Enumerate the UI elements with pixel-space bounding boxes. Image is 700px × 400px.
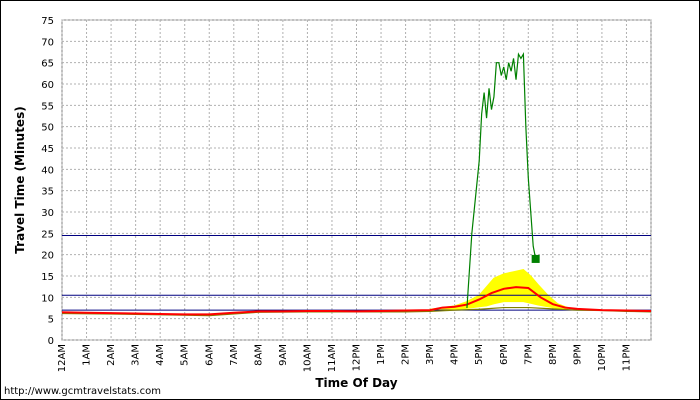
source-credit: http://www.gcmtravelstats.com <box>4 386 161 397</box>
y-tick-label: 5 <box>48 315 54 326</box>
x-tick-labels: 12AM 1AM 2AM 3AM 4AM 5AM 6AM 7AM 8AM 9AM 10AM 11AM 1… <box>57 344 632 372</box>
x-tick-label: 2PM <box>401 344 412 365</box>
x-tick-label: 12AM <box>57 344 68 372</box>
x-tick-label: 6PM <box>499 344 510 365</box>
y-axis-title: Travel Time (Minutes) <box>13 106 27 253</box>
x-tick-label: 10AM <box>302 344 313 372</box>
y-tick-label: 75 <box>41 16 54 27</box>
x-tick-label: 9PM <box>572 344 583 365</box>
y-tick-label: 15 <box>41 272 54 283</box>
series-line <box>466 52 537 309</box>
y-tick-label: 30 <box>41 208 54 219</box>
x-tick-label: 12PM <box>352 344 363 371</box>
series-lines <box>61 52 652 317</box>
y-tick-label: 65 <box>41 59 54 70</box>
x-tick-label: 6AM <box>204 344 215 366</box>
x-tick-label: 7PM <box>523 344 534 365</box>
y-tick-label: 10 <box>41 293 54 304</box>
x-tick-label: 11AM <box>327 344 338 372</box>
y-tick-label: 55 <box>41 101 54 112</box>
x-tick-label: 11PM <box>621 344 632 371</box>
x-tick-label: 7AM <box>229 344 240 366</box>
x-tick-label: 3PM <box>425 344 436 365</box>
series-line <box>61 286 652 316</box>
x-tick-label: 4AM <box>155 344 166 366</box>
y-tick-label: 45 <box>41 144 54 155</box>
y-tick-label: 70 <box>41 37 54 48</box>
x-tick-label: 5AM <box>180 344 191 366</box>
x-tick-label: 4PM <box>450 344 461 365</box>
x-tick-label: 10PM <box>597 344 608 371</box>
y-tick-label: 25 <box>41 229 54 240</box>
y-tick-label: 50 <box>41 123 54 134</box>
series-marker <box>531 254 540 263</box>
x-tick-label: 9AM <box>278 344 289 366</box>
x-tick-label: 2AM <box>106 344 117 366</box>
x-tick-label: 8PM <box>548 344 559 365</box>
y-tick-label: 60 <box>41 80 54 91</box>
x-tick-label: 3AM <box>131 344 142 366</box>
y-tick-labels: 0 5 10 15 20 25 30 35 40 45 50 55 60 65 70 75 <box>41 16 54 347</box>
x-tick-label: 8AM <box>253 344 264 366</box>
x-tick-label: 1AM <box>82 344 93 366</box>
y-tick-label: 0 <box>48 336 54 347</box>
x-axis-title: Time Of Day <box>315 376 397 390</box>
series-line <box>61 306 652 317</box>
y-tick-label: 40 <box>41 165 54 176</box>
reference-lines <box>62 234 651 311</box>
x-tick-label: 1PM <box>376 344 387 365</box>
y-tick-label: 35 <box>41 187 54 198</box>
y-tick-label: 20 <box>41 251 54 262</box>
x-tick-label: 5PM <box>474 344 485 365</box>
